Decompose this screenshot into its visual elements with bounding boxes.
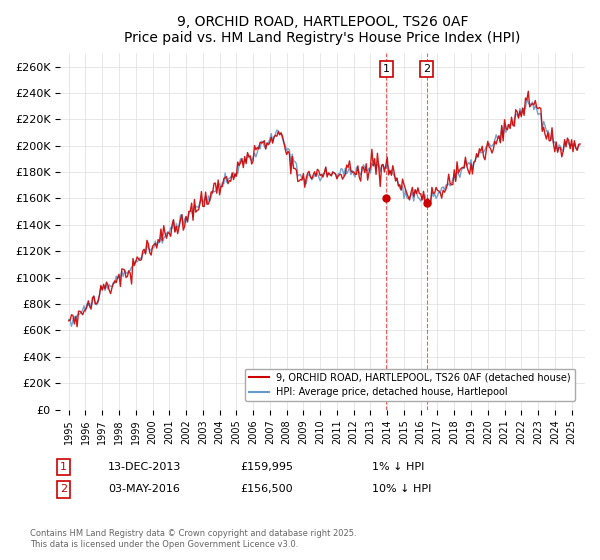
Text: 2: 2 (423, 64, 430, 74)
Text: Contains HM Land Registry data © Crown copyright and database right 2025.
This d: Contains HM Land Registry data © Crown c… (30, 529, 356, 549)
Text: £156,500: £156,500 (240, 484, 293, 494)
Text: 1% ↓ HPI: 1% ↓ HPI (372, 462, 424, 472)
Text: 13-DEC-2013: 13-DEC-2013 (108, 462, 181, 472)
Text: 1: 1 (383, 64, 390, 74)
Text: 03-MAY-2016: 03-MAY-2016 (108, 484, 180, 494)
Title: 9, ORCHID ROAD, HARTLEPOOL, TS26 0AF
Price paid vs. HM Land Registry's House Pri: 9, ORCHID ROAD, HARTLEPOOL, TS26 0AF Pri… (124, 15, 521, 45)
Text: 1: 1 (60, 462, 67, 472)
Legend: 9, ORCHID ROAD, HARTLEPOOL, TS26 0AF (detached house), HPI: Average price, detac: 9, ORCHID ROAD, HARTLEPOOL, TS26 0AF (de… (245, 368, 575, 401)
Text: 10% ↓ HPI: 10% ↓ HPI (372, 484, 431, 494)
Text: £159,995: £159,995 (240, 462, 293, 472)
Text: 2: 2 (60, 484, 67, 494)
